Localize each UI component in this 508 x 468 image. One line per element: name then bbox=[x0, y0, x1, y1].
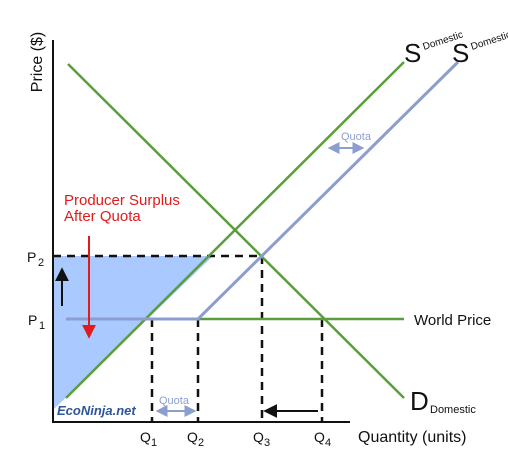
x-axis-label: Quantity (units) bbox=[358, 429, 466, 446]
supply-domestic-line bbox=[65, 61, 405, 399]
svg-text:4: 4 bbox=[325, 437, 331, 449]
svg-text:D: D bbox=[410, 386, 429, 416]
x-tick-q3: Q 3 bbox=[253, 429, 270, 449]
svg-text:P: P bbox=[28, 312, 37, 328]
x-tick-q2: Q 2 bbox=[187, 429, 204, 449]
y-tick-p1: P 1 bbox=[28, 312, 45, 332]
svg-text:Q: Q bbox=[253, 429, 264, 445]
x-tick-q4: Q 4 bbox=[314, 429, 331, 449]
y-tick-p2: P 2 bbox=[27, 249, 44, 269]
world-price-label: World Price bbox=[414, 312, 491, 329]
producer-surplus-annotation-line2: After Quota bbox=[64, 208, 141, 225]
svg-text:2: 2 bbox=[38, 257, 44, 269]
x-tick-q1: Q 1 bbox=[140, 429, 157, 449]
svg-text:Q: Q bbox=[187, 429, 198, 445]
watermark-logo: EcoNinja.net bbox=[57, 403, 136, 418]
svg-text:S: S bbox=[452, 38, 469, 68]
svg-text:2: 2 bbox=[198, 437, 204, 449]
svg-text:3: 3 bbox=[264, 437, 270, 449]
svg-text:1: 1 bbox=[39, 320, 45, 332]
svg-text:1: 1 bbox=[151, 437, 157, 449]
quota-label-upper: Quota bbox=[341, 131, 372, 143]
quota-label-lower: Quota bbox=[159, 395, 190, 407]
svg-text:Domestic: Domestic bbox=[430, 404, 476, 416]
svg-text:Q: Q bbox=[140, 429, 151, 445]
svg-text:Domestic + Quota: Domestic + Quota bbox=[470, 17, 508, 52]
supply-domestic-quota-line bbox=[66, 60, 460, 321]
demand-domestic-line bbox=[67, 63, 405, 399]
svg-text:Q: Q bbox=[314, 429, 325, 445]
supply-domestic-quota-label: S Domestic + Quota bbox=[452, 17, 508, 68]
svg-text:S: S bbox=[404, 38, 421, 68]
svg-text:P: P bbox=[27, 249, 36, 265]
demand-domestic-label: D Domestic bbox=[410, 386, 476, 416]
producer-surplus-annotation-line1: Producer Surplus bbox=[64, 192, 180, 209]
y-axis-label: Price ($) bbox=[29, 32, 46, 92]
